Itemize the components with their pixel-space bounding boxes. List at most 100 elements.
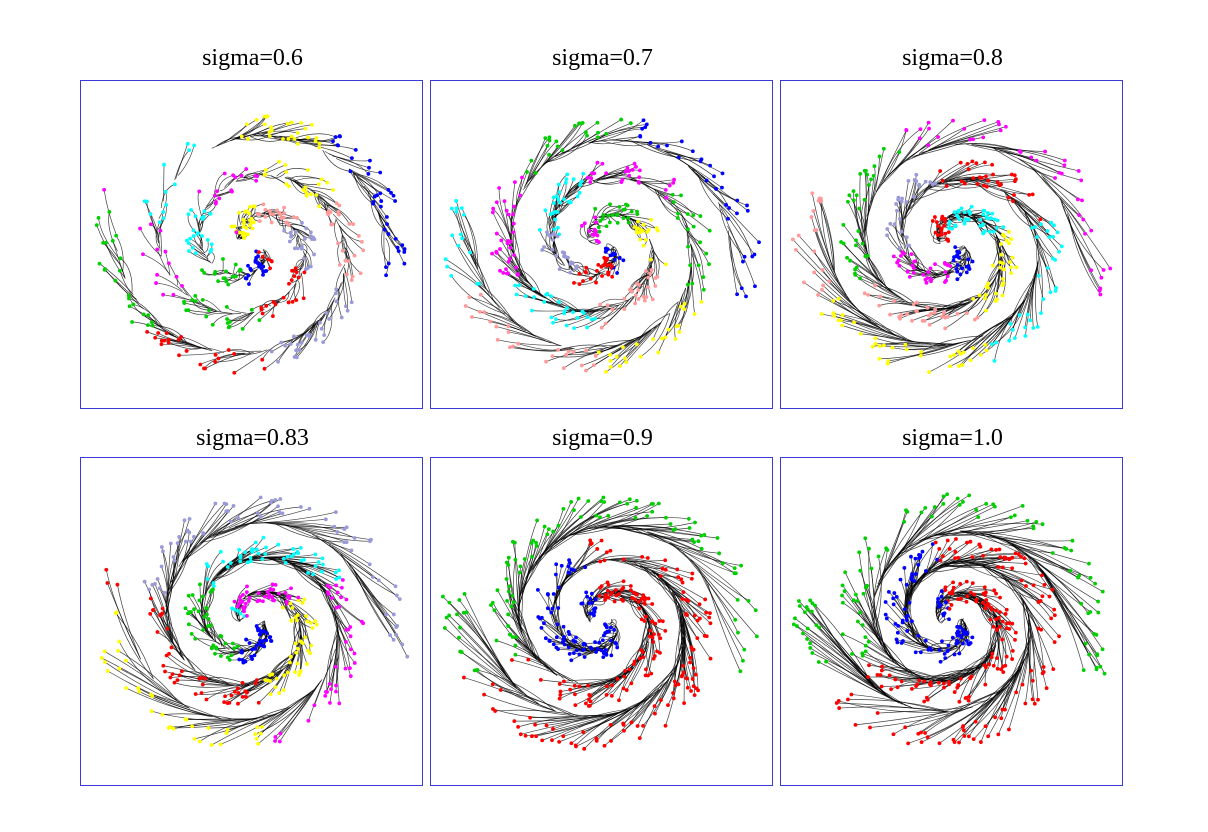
data-point bbox=[337, 575, 342, 580]
data-point bbox=[346, 627, 351, 632]
data-point bbox=[276, 542, 281, 547]
data-point bbox=[958, 351, 963, 356]
flow-line bbox=[1008, 284, 1034, 341]
data-point bbox=[306, 718, 311, 723]
flow-line bbox=[261, 689, 314, 728]
data-point bbox=[575, 316, 580, 320]
flow-line bbox=[119, 668, 191, 709]
data-point bbox=[159, 564, 164, 569]
data-point bbox=[221, 257, 225, 261]
data-point bbox=[906, 179, 911, 183]
data-point bbox=[692, 540, 696, 545]
data-point bbox=[955, 277, 960, 282]
data-point bbox=[567, 571, 572, 575]
flow-line bbox=[954, 143, 1020, 152]
flow-line bbox=[613, 525, 702, 537]
data-point bbox=[177, 353, 181, 358]
flow-line bbox=[611, 619, 617, 631]
data-point bbox=[1029, 668, 1034, 673]
data-point bbox=[986, 178, 991, 183]
data-point bbox=[577, 652, 582, 657]
flow-line bbox=[301, 184, 334, 191]
flow-line bbox=[607, 175, 639, 183]
flow-line bbox=[906, 128, 965, 161]
data-point bbox=[555, 144, 560, 149]
flow-line bbox=[683, 266, 693, 310]
flow-line bbox=[1022, 613, 1030, 685]
flow-line bbox=[613, 246, 621, 258]
data-point bbox=[1036, 697, 1040, 702]
data-point bbox=[753, 608, 758, 613]
data-point bbox=[296, 275, 301, 280]
flow-line bbox=[201, 579, 208, 614]
data-point bbox=[200, 682, 205, 687]
flow-line bbox=[197, 191, 203, 217]
data-point bbox=[300, 601, 305, 605]
data-point bbox=[289, 134, 294, 139]
flow-line bbox=[703, 576, 744, 661]
data-point bbox=[644, 667, 648, 672]
data-point bbox=[655, 649, 659, 654]
flow-line bbox=[958, 318, 1010, 352]
data-point bbox=[927, 126, 931, 131]
data-point bbox=[238, 595, 242, 599]
data-point bbox=[910, 318, 914, 323]
data-point bbox=[936, 600, 940, 604]
data-point bbox=[1038, 217, 1043, 222]
data-point bbox=[578, 181, 583, 186]
data-point bbox=[208, 590, 213, 595]
flow-line bbox=[105, 569, 138, 651]
data-point bbox=[961, 641, 965, 646]
data-point bbox=[261, 202, 266, 207]
flow-line bbox=[1036, 243, 1044, 300]
flow-line bbox=[524, 138, 546, 187]
data-point bbox=[236, 691, 241, 695]
flow-line bbox=[174, 682, 234, 688]
flow-line bbox=[120, 258, 133, 293]
data-point bbox=[238, 555, 243, 560]
data-point bbox=[839, 240, 843, 244]
data-point bbox=[794, 247, 798, 252]
flow-line bbox=[659, 192, 694, 216]
data-point bbox=[1012, 193, 1016, 197]
flow-line bbox=[1021, 597, 1045, 673]
data-point bbox=[454, 206, 459, 211]
data-point bbox=[513, 180, 517, 185]
flow-line bbox=[910, 548, 950, 591]
data-point bbox=[910, 263, 915, 268]
flow-line bbox=[637, 663, 678, 727]
data-point bbox=[688, 263, 693, 268]
data-point bbox=[991, 663, 996, 668]
data-point bbox=[989, 216, 993, 221]
data-point bbox=[266, 257, 271, 262]
data-point bbox=[172, 680, 177, 685]
data-point bbox=[288, 230, 293, 235]
data-point bbox=[317, 204, 322, 209]
data-point bbox=[344, 597, 349, 602]
data-point bbox=[557, 682, 562, 686]
data-point bbox=[880, 664, 884, 669]
flow-line bbox=[949, 562, 1013, 569]
data-point bbox=[268, 266, 272, 271]
data-point bbox=[545, 143, 550, 148]
data-point bbox=[647, 634, 652, 639]
data-point bbox=[215, 189, 219, 194]
data-point bbox=[877, 344, 882, 348]
data-point bbox=[671, 691, 675, 695]
data-point bbox=[568, 261, 573, 266]
flow-line bbox=[574, 308, 611, 329]
data-point bbox=[990, 263, 995, 268]
data-point bbox=[287, 184, 291, 189]
data-point bbox=[204, 562, 209, 566]
data-point bbox=[255, 725, 260, 730]
data-point bbox=[684, 612, 688, 616]
data-point bbox=[650, 635, 655, 640]
flow-line bbox=[224, 274, 240, 282]
flow-line bbox=[547, 135, 588, 163]
flow-line bbox=[879, 302, 934, 310]
data-point bbox=[867, 663, 871, 668]
data-point bbox=[1014, 265, 1019, 270]
data-point bbox=[641, 294, 646, 299]
flow-line bbox=[112, 240, 125, 277]
data-point bbox=[995, 218, 1000, 223]
